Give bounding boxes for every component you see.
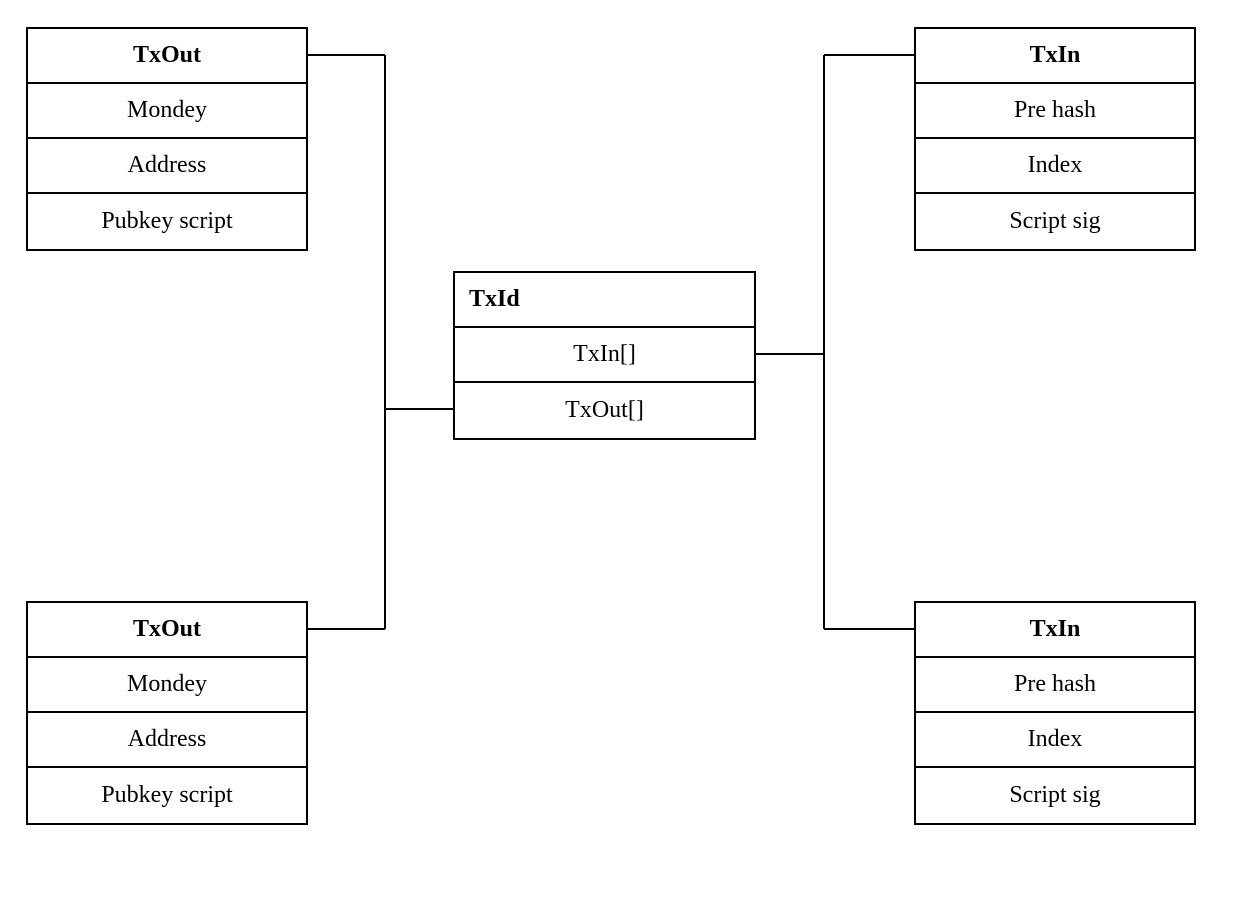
box-txout-bottom: TxOut Mondey Address Pubkey script	[26, 601, 308, 825]
box-txout-top: TxOut Mondey Address Pubkey script	[26, 27, 308, 251]
box-txout-bottom-field-0: Mondey	[28, 658, 306, 713]
box-txid: TxId TxIn[] TxOut[]	[453, 271, 756, 440]
box-txin-top: TxIn Pre hash Index Script sig	[914, 27, 1196, 251]
box-txin-top-field-2: Script sig	[916, 194, 1194, 249]
box-txin-bottom-field-0: Pre hash	[916, 658, 1194, 713]
box-txout-bottom-field-2: Pubkey script	[28, 768, 306, 823]
box-txout-top-header: TxOut	[28, 29, 306, 84]
box-txout-top-field-2: Pubkey script	[28, 194, 306, 249]
box-txin-bottom-header: TxIn	[916, 603, 1194, 658]
box-txin-bottom-field-1: Index	[916, 713, 1194, 768]
box-txid-header: TxId	[455, 273, 754, 328]
box-txin-bottom-field-2: Script sig	[916, 768, 1194, 823]
box-txout-top-field-1: Address	[28, 139, 306, 194]
box-txin-bottom: TxIn Pre hash Index Script sig	[914, 601, 1196, 825]
box-txin-top-field-0: Pre hash	[916, 84, 1194, 139]
box-txid-field-1: TxOut[]	[455, 383, 754, 438]
box-txin-top-header: TxIn	[916, 29, 1194, 84]
box-txout-bottom-header: TxOut	[28, 603, 306, 658]
box-txid-field-0: TxIn[]	[455, 328, 754, 383]
box-txin-top-field-1: Index	[916, 139, 1194, 194]
box-txout-bottom-field-1: Address	[28, 713, 306, 768]
box-txout-top-field-0: Mondey	[28, 84, 306, 139]
